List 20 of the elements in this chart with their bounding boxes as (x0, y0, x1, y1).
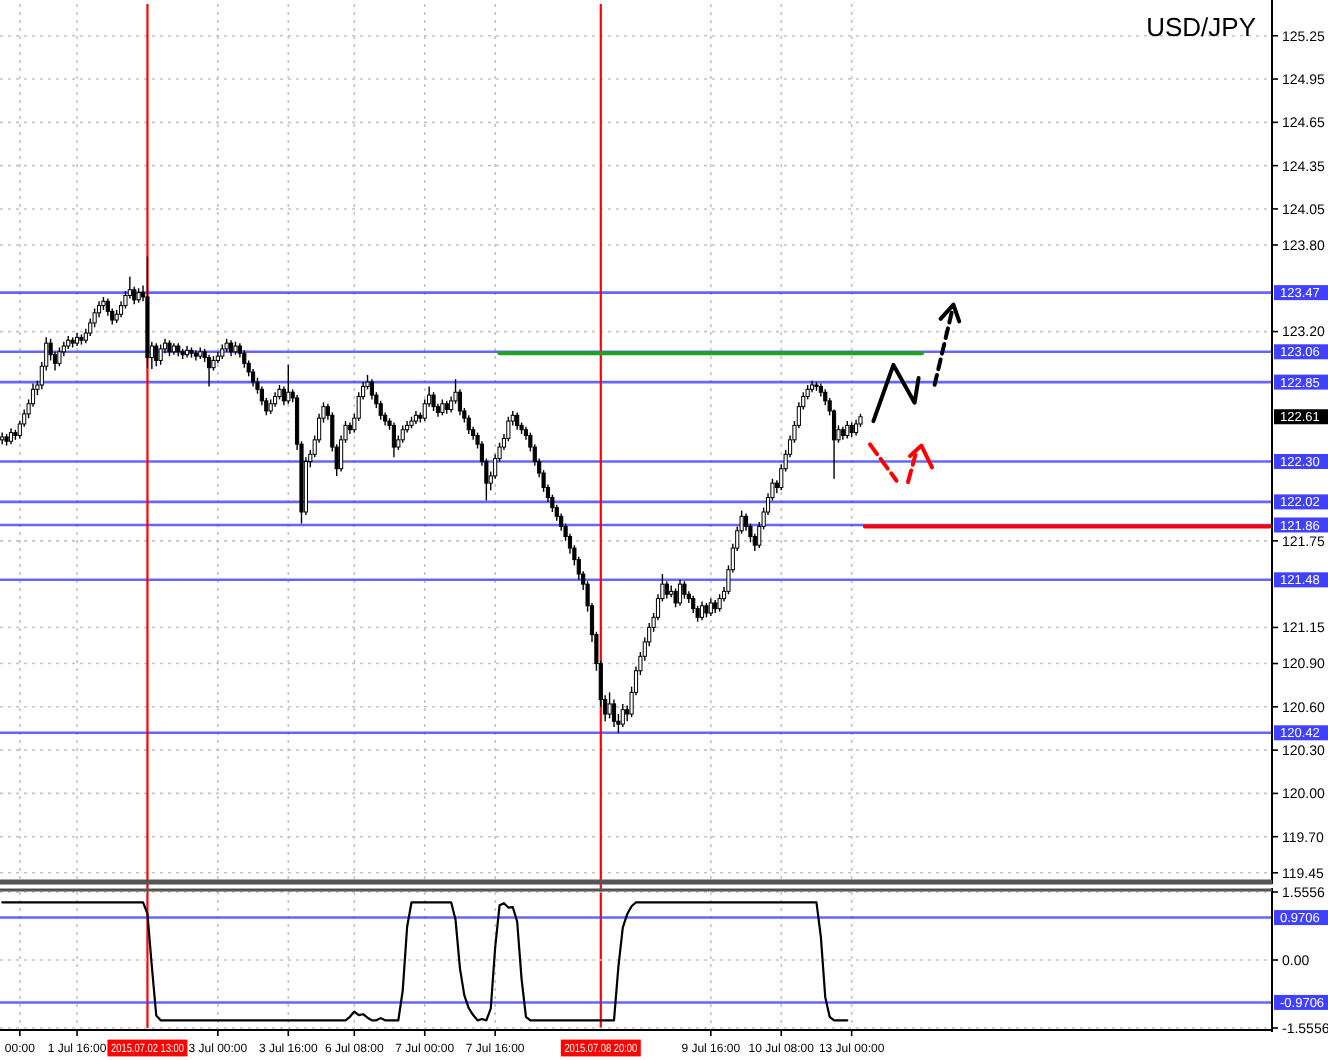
candlestick (369, 378, 374, 401)
candlestick (57, 346, 62, 367)
candlestick (286, 364, 291, 405)
chart-title: USD/JPY (1146, 12, 1257, 42)
candlestick (673, 587, 678, 608)
candlestick (677, 579, 683, 607)
candlestick (620, 703, 625, 728)
candlestick (466, 414, 471, 435)
candlestick (607, 691, 612, 720)
candlestick (506, 416, 511, 442)
line-series (1, 901, 849, 1022)
candlestick (611, 698, 617, 728)
candlestick (154, 342, 159, 367)
candlestick (699, 600, 705, 621)
candlestick (92, 307, 97, 328)
candlestick (158, 343, 163, 366)
candlestick (391, 421, 397, 458)
candlestick (431, 391, 436, 412)
candlestick (206, 353, 212, 388)
candlestick (378, 400, 383, 421)
